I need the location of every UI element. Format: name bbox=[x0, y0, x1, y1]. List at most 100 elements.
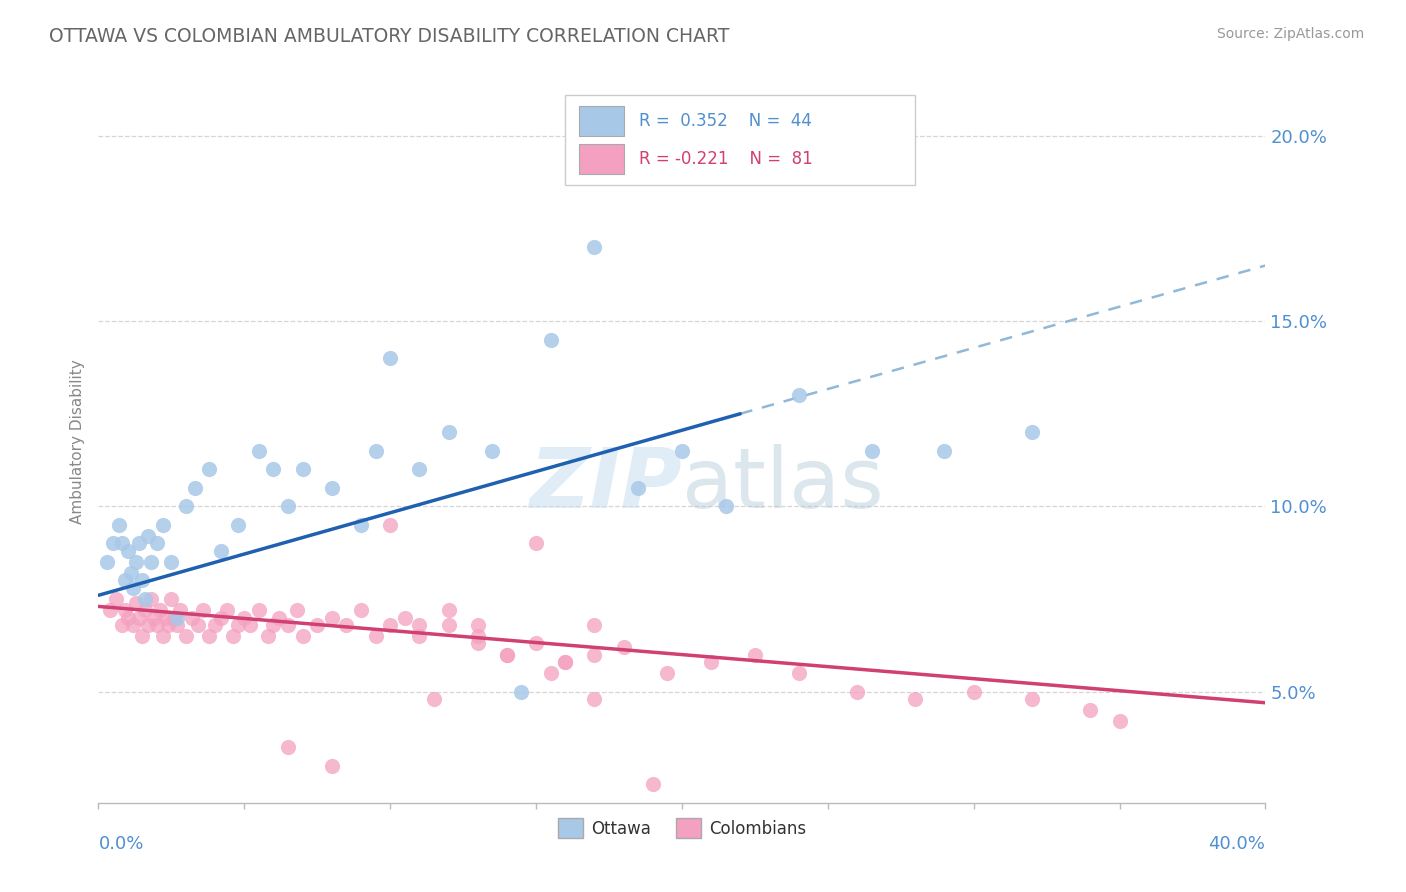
Point bbox=[269, 610, 291, 624]
Point bbox=[122, 581, 145, 595]
Point bbox=[291, 629, 314, 643]
Point bbox=[583, 618, 606, 632]
Point bbox=[380, 517, 402, 532]
FancyBboxPatch shape bbox=[565, 95, 915, 185]
Point bbox=[146, 536, 169, 550]
Point bbox=[408, 629, 430, 643]
Point bbox=[209, 544, 232, 558]
Point bbox=[700, 655, 723, 669]
Point bbox=[524, 636, 547, 650]
Point bbox=[128, 536, 150, 550]
Point bbox=[152, 629, 174, 643]
Point bbox=[193, 603, 215, 617]
Point bbox=[131, 629, 153, 643]
Text: R =  0.352    N =  44: R = 0.352 N = 44 bbox=[638, 112, 811, 129]
Point bbox=[408, 618, 430, 632]
Point bbox=[142, 610, 165, 624]
Point bbox=[846, 684, 869, 698]
Point bbox=[277, 618, 299, 632]
Point bbox=[496, 648, 519, 662]
Point bbox=[139, 592, 162, 607]
Point bbox=[787, 666, 810, 681]
Point bbox=[437, 618, 460, 632]
Point bbox=[962, 684, 984, 698]
FancyBboxPatch shape bbox=[579, 144, 624, 174]
Point bbox=[131, 574, 153, 588]
Point bbox=[481, 443, 503, 458]
Point bbox=[187, 618, 209, 632]
Point bbox=[215, 603, 238, 617]
Point bbox=[247, 603, 270, 617]
Point bbox=[524, 536, 547, 550]
Point bbox=[180, 610, 202, 624]
Point bbox=[583, 648, 606, 662]
Point bbox=[714, 500, 737, 514]
Text: OTTAWA VS COLOMBIAN AMBULATORY DISABILITY CORRELATION CHART: OTTAWA VS COLOMBIAN AMBULATORY DISABILIT… bbox=[49, 27, 730, 45]
Point bbox=[117, 544, 139, 558]
Point bbox=[96, 555, 118, 569]
Point bbox=[394, 610, 416, 624]
Point bbox=[1080, 703, 1102, 717]
Point bbox=[233, 610, 256, 624]
Point bbox=[860, 443, 883, 458]
Point bbox=[277, 740, 299, 755]
Point bbox=[467, 618, 489, 632]
Point bbox=[423, 692, 446, 706]
Point bbox=[136, 529, 159, 543]
Point bbox=[160, 555, 183, 569]
Point bbox=[166, 618, 188, 632]
Point bbox=[152, 517, 174, 532]
Point bbox=[364, 629, 387, 643]
Point bbox=[612, 640, 634, 655]
Point bbox=[160, 592, 183, 607]
Point bbox=[1021, 692, 1043, 706]
Point bbox=[239, 618, 262, 632]
Point bbox=[321, 610, 343, 624]
Point bbox=[104, 592, 127, 607]
Point bbox=[139, 555, 162, 569]
Point bbox=[657, 666, 679, 681]
Point bbox=[540, 333, 562, 347]
FancyBboxPatch shape bbox=[579, 105, 624, 136]
Point bbox=[671, 443, 693, 458]
Point bbox=[128, 610, 150, 624]
Point bbox=[117, 610, 139, 624]
Point bbox=[277, 500, 299, 514]
Point bbox=[125, 596, 148, 610]
Point bbox=[114, 574, 136, 588]
Point bbox=[467, 629, 489, 643]
Point bbox=[174, 629, 197, 643]
Point bbox=[437, 603, 460, 617]
Point bbox=[166, 610, 188, 624]
Text: R = -0.221    N =  81: R = -0.221 N = 81 bbox=[638, 150, 813, 168]
Point bbox=[108, 517, 131, 532]
Point bbox=[98, 603, 121, 617]
Point bbox=[157, 618, 180, 632]
Point bbox=[510, 684, 533, 698]
Point bbox=[350, 603, 373, 617]
Point bbox=[380, 618, 402, 632]
Point bbox=[125, 555, 148, 569]
Text: 0.0%: 0.0% bbox=[98, 835, 143, 854]
Point bbox=[262, 618, 284, 632]
Point bbox=[101, 536, 124, 550]
Point bbox=[114, 603, 136, 617]
Point bbox=[350, 517, 373, 532]
Point bbox=[364, 443, 387, 458]
Point bbox=[787, 388, 810, 402]
Point bbox=[583, 240, 606, 254]
Point bbox=[467, 636, 489, 650]
Point bbox=[1108, 714, 1130, 729]
Point bbox=[120, 566, 142, 580]
Point bbox=[554, 655, 576, 669]
Point bbox=[136, 618, 159, 632]
Point bbox=[285, 603, 308, 617]
Point bbox=[149, 603, 172, 617]
Point bbox=[198, 462, 221, 476]
Point bbox=[221, 629, 243, 643]
Point bbox=[291, 462, 314, 476]
Point bbox=[321, 758, 343, 772]
Point bbox=[247, 443, 270, 458]
Point bbox=[155, 610, 177, 624]
Point bbox=[122, 618, 145, 632]
